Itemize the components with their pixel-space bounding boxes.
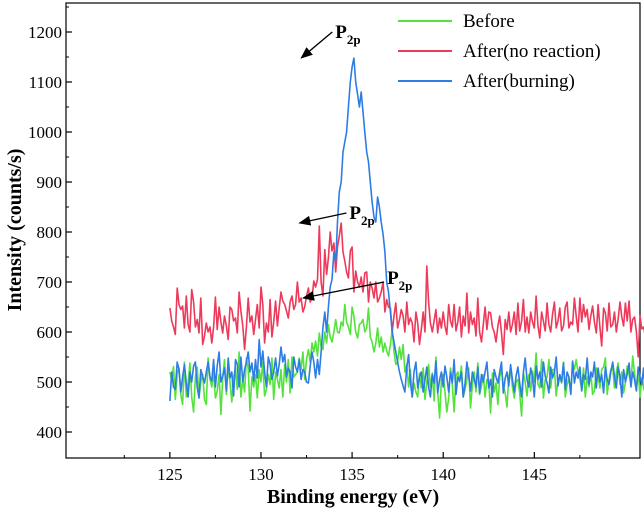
- y-axis: 400 500 600 700 800 900 1000 1100 1200: [28, 6, 72, 442]
- plot-frame: [65, 2, 641, 459]
- annotation-label: P2p: [387, 268, 412, 293]
- y-tick-label: 1200: [28, 23, 62, 42]
- y-axis-title: Intensity (counts/s): [4, 149, 26, 312]
- annotation-arrow: [300, 31, 333, 59]
- legend-label: Before: [463, 11, 515, 32]
- y-tick-label: 400: [37, 423, 63, 442]
- y-tick-label: 800: [37, 223, 63, 242]
- legend: Before After(no reaction) After(burning): [398, 11, 601, 92]
- annotation-label: P2p: [349, 203, 374, 228]
- annotation-label: P2p: [335, 22, 360, 47]
- legend-label: After(burning): [463, 71, 575, 92]
- x-tick-label: 140: [430, 465, 456, 484]
- y-tick-label: 700: [37, 273, 63, 292]
- annotation-arrow: [302, 281, 385, 301]
- x-tick-label: 145: [522, 465, 548, 484]
- series-line-3: [169, 57, 644, 402]
- x-axis-title: Binding energy (eV): [267, 486, 439, 508]
- annotations: P2p P2p P2p: [298, 22, 412, 301]
- legend-label: After(no reaction): [463, 41, 601, 62]
- y-tick-label: 600: [37, 323, 63, 342]
- series-line-2: [169, 222, 644, 358]
- series-layer: [169, 57, 644, 419]
- x-axis: 125 130 135 140 145: [123, 452, 581, 484]
- y-tick-label: 900: [37, 173, 63, 192]
- x-tick-label: 135: [339, 465, 365, 484]
- y-tick-label: 1100: [29, 73, 62, 92]
- x-tick-label: 125: [157, 465, 183, 484]
- annotation-arrow: [298, 212, 347, 226]
- y-tick-label: 1000: [28, 123, 62, 142]
- x-tick-label: 130: [248, 465, 274, 484]
- y-tick-label: 500: [37, 373, 63, 392]
